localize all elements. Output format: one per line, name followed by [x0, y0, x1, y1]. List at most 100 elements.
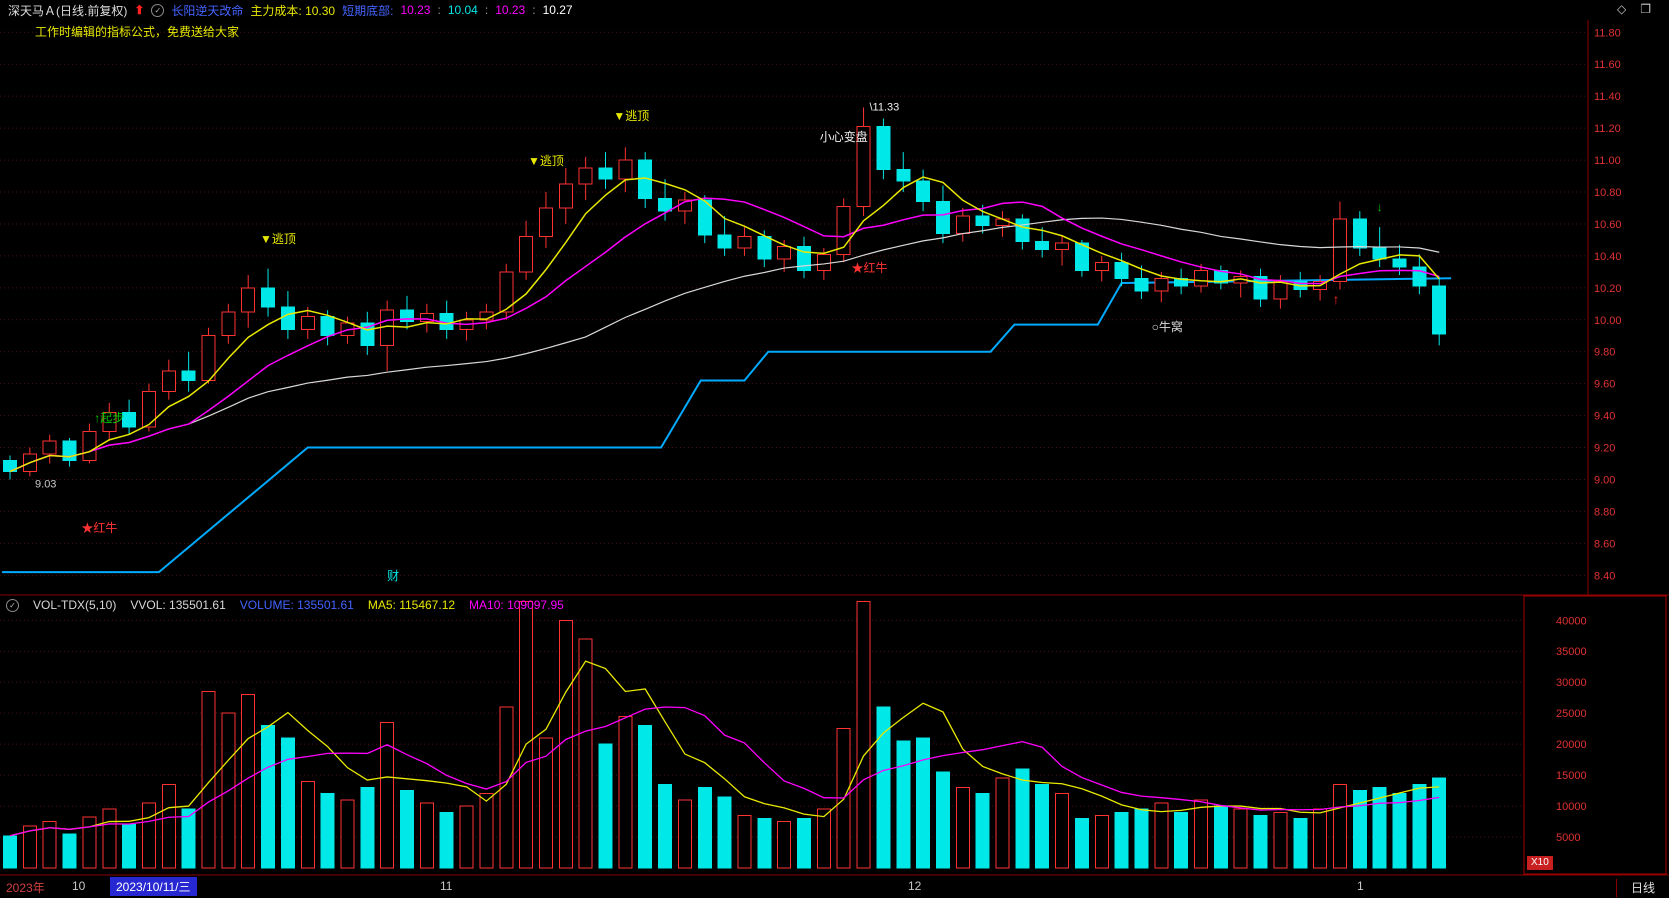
- candlestick[interactable]: [82, 431, 97, 461]
- candlestick[interactable]: [1432, 285, 1447, 335]
- volume-bar[interactable]: [935, 771, 950, 869]
- volume-bar[interactable]: [241, 694, 256, 869]
- volume-bar[interactable]: [82, 816, 97, 869]
- volume-bar[interactable]: [1392, 793, 1407, 869]
- candlestick[interactable]: [419, 312, 434, 322]
- volume-bar[interactable]: [538, 737, 553, 869]
- candlestick[interactable]: [300, 316, 315, 330]
- volume-bar[interactable]: [261, 725, 276, 869]
- volume-bar[interactable]: [1074, 817, 1089, 869]
- volume-bar[interactable]: [1035, 783, 1050, 869]
- volume-bar[interactable]: [1352, 790, 1367, 869]
- volume-bar[interactable]: [1253, 814, 1268, 869]
- volume-bar[interactable]: [122, 824, 137, 869]
- volume-bar[interactable]: [181, 808, 196, 869]
- candlestick[interactable]: [658, 197, 673, 212]
- candlestick[interactable]: [737, 236, 752, 249]
- volume-bar[interactable]: [995, 777, 1010, 869]
- volume-bar[interactable]: [757, 817, 772, 869]
- candlestick[interactable]: [519, 236, 534, 273]
- candlestick[interactable]: [1392, 258, 1407, 268]
- volume-bar[interactable]: [1372, 786, 1387, 869]
- candlestick[interactable]: [777, 245, 792, 260]
- volume-bar[interactable]: [360, 786, 375, 869]
- volume-bar[interactable]: [400, 790, 414, 869]
- volume-bar[interactable]: [797, 817, 811, 869]
- candlestick[interactable]: [1352, 218, 1367, 249]
- volume-bar[interactable]: [419, 802, 434, 869]
- candlestick[interactable]: [578, 167, 593, 185]
- candlestick[interactable]: [141, 391, 156, 428]
- volume-bar[interactable]: [1412, 783, 1427, 869]
- candlestick[interactable]: [856, 126, 871, 207]
- candlestick[interactable]: [757, 236, 772, 260]
- candlestick[interactable]: [995, 218, 1010, 227]
- volume-bar[interactable]: [618, 715, 633, 869]
- volume-bar[interactable]: [22, 825, 37, 869]
- volume-bar[interactable]: [280, 737, 295, 869]
- volume-bar[interactable]: [439, 811, 454, 869]
- candlestick[interactable]: [221, 311, 236, 337]
- time-axis-tick[interactable]: 2023年: [6, 881, 45, 895]
- candlestick[interactable]: [1035, 241, 1050, 251]
- volume-bar[interactable]: [598, 743, 613, 869]
- volume-bar[interactable]: [300, 780, 315, 869]
- volume-bar[interactable]: [1332, 783, 1347, 869]
- volume-bar[interactable]: [201, 690, 216, 869]
- candlestick[interactable]: [1273, 280, 1288, 300]
- volume-bar[interactable]: [578, 638, 593, 869]
- volume-bar[interactable]: [876, 706, 891, 869]
- candlestick[interactable]: [201, 335, 216, 381]
- volume-bar[interactable]: [1273, 811, 1288, 869]
- volume-bar[interactable]: [102, 808, 117, 869]
- volume-bar[interactable]: [896, 740, 911, 869]
- volume-bar[interactable]: [380, 721, 395, 869]
- candlestick[interactable]: [558, 183, 573, 209]
- candlestick[interactable]: [1174, 277, 1189, 287]
- candlestick[interactable]: [1332, 218, 1347, 282]
- candlestick[interactable]: [42, 440, 57, 455]
- volume-bar[interactable]: [459, 805, 474, 869]
- volume-bar[interactable]: [816, 808, 831, 869]
- volume-bar[interactable]: [1213, 805, 1228, 869]
- volume-bar[interactable]: [3, 835, 17, 869]
- candlestick[interactable]: [697, 199, 712, 236]
- candlestick[interactable]: [280, 306, 295, 330]
- candlestick[interactable]: [538, 207, 553, 238]
- candlestick[interactable]: [1015, 218, 1030, 243]
- candlestick[interactable]: [1372, 247, 1387, 260]
- candlestick[interactable]: [241, 287, 256, 313]
- candlestick[interactable]: [717, 234, 732, 249]
- volume-bar[interactable]: [975, 793, 990, 869]
- volume-bar[interactable]: [42, 821, 57, 869]
- volume-bar[interactable]: [1194, 799, 1208, 869]
- volume-bar[interactable]: [638, 725, 653, 869]
- time-axis-tick[interactable]: 1: [1357, 879, 1364, 893]
- candlestick[interactable]: [955, 215, 970, 235]
- volume-bar[interactable]: [479, 793, 494, 869]
- candlestick[interactable]: [181, 370, 196, 381]
- volume-bar[interactable]: [62, 833, 77, 869]
- volume-bar[interactable]: [717, 796, 732, 869]
- candlestick[interactable]: [102, 411, 117, 433]
- candlestick[interactable]: [618, 159, 633, 180]
- volume-bar[interactable]: [1055, 793, 1070, 869]
- candlestick[interactable]: [261, 287, 276, 308]
- check-icon[interactable]: ✓: [151, 3, 165, 17]
- volume-bar[interactable]: [856, 601, 871, 869]
- candlestick[interactable]: [1194, 269, 1208, 287]
- time-axis-tick[interactable]: 11: [440, 879, 453, 893]
- selected-date[interactable]: 2023/10/11/三: [110, 877, 197, 896]
- candlestick[interactable]: [1074, 242, 1089, 271]
- candlestick[interactable]: [935, 201, 950, 235]
- candlestick[interactable]: [1114, 261, 1129, 279]
- volume-bar[interactable]: [677, 799, 692, 869]
- volume-bar[interactable]: [499, 706, 514, 869]
- candlestick[interactable]: [1154, 277, 1169, 292]
- volume-bar[interactable]: [777, 821, 792, 869]
- volume-bar[interactable]: [658, 783, 673, 869]
- collapse-icon[interactable]: ✓: [6, 598, 19, 612]
- candlestick[interactable]: [896, 169, 911, 182]
- candlestick[interactable]: [1055, 242, 1070, 251]
